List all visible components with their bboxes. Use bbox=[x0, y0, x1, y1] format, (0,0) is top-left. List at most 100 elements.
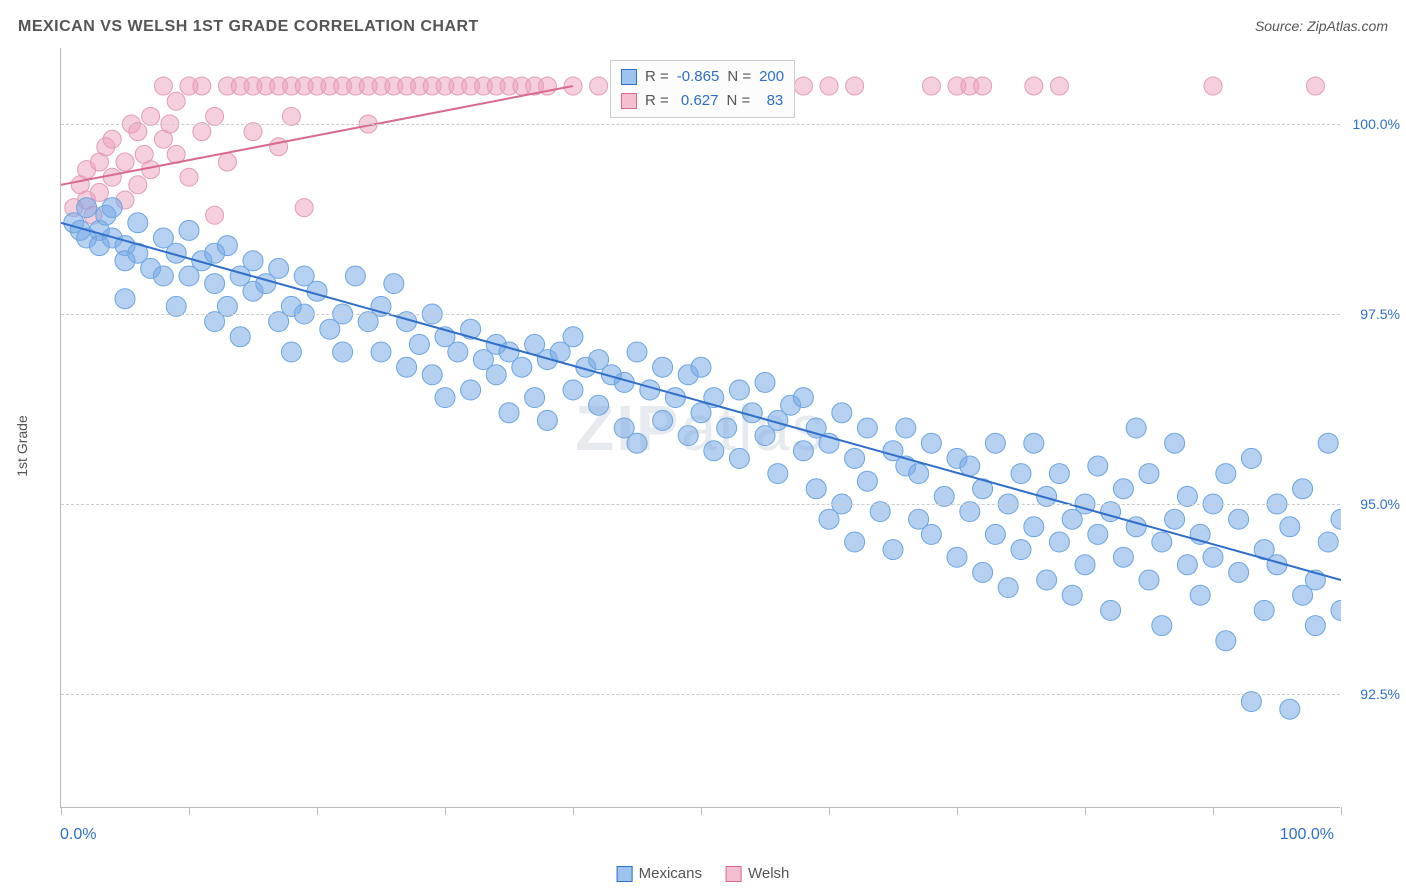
welsh-point bbox=[1050, 77, 1068, 95]
welsh-point bbox=[820, 77, 838, 95]
mexicans-point bbox=[998, 578, 1018, 598]
x-axis-max-label: 100.0% bbox=[1280, 826, 1334, 844]
gridline bbox=[61, 694, 1340, 695]
x-tick-mark bbox=[573, 807, 574, 815]
x-tick-mark bbox=[1341, 807, 1342, 815]
mexicans-point bbox=[857, 418, 877, 438]
mexicans-point bbox=[371, 342, 391, 362]
mexicans-point bbox=[627, 433, 647, 453]
chart-title: MEXICAN VS WELSH 1ST GRADE CORRELATION C… bbox=[18, 18, 479, 36]
n-label: N = bbox=[726, 89, 750, 113]
gridline bbox=[61, 314, 1340, 315]
mexicans-point bbox=[1241, 448, 1261, 468]
x-tick-mark bbox=[829, 807, 830, 815]
mexicans-point bbox=[512, 357, 532, 377]
mexicans-point bbox=[345, 266, 365, 286]
mexicans-point bbox=[729, 380, 749, 400]
mexicans-point bbox=[205, 274, 225, 294]
mexicans-point bbox=[230, 327, 250, 347]
mexicans-point bbox=[793, 388, 813, 408]
mexicans-point bbox=[422, 365, 442, 385]
legend-label-mexicans: Mexicans bbox=[639, 865, 702, 882]
legend-item-mexicans: Mexicans bbox=[617, 865, 702, 882]
mexicans-point bbox=[397, 357, 417, 377]
x-tick-mark bbox=[61, 807, 62, 815]
mexicans-point bbox=[1318, 532, 1338, 552]
mexicans-point bbox=[409, 334, 429, 354]
mexicans-point bbox=[281, 342, 301, 362]
mexicans-point bbox=[704, 441, 724, 461]
mexicans-point bbox=[537, 410, 557, 430]
legend-item-welsh: Welsh bbox=[726, 865, 789, 882]
legend-top-row-1: R = 0.627 N = 83 bbox=[621, 89, 784, 113]
mexicans-point bbox=[563, 327, 583, 347]
welsh-point bbox=[244, 123, 262, 141]
mexicans-point bbox=[653, 357, 673, 377]
mexicans-point bbox=[1152, 532, 1172, 552]
mexicans-point bbox=[499, 403, 519, 423]
mexicans-point bbox=[793, 441, 813, 461]
mexicans-point bbox=[1011, 540, 1031, 560]
n-label: N = bbox=[727, 65, 751, 89]
mexicans-point bbox=[1280, 699, 1300, 719]
mexicans-point bbox=[1254, 600, 1274, 620]
mexicans-point bbox=[1024, 517, 1044, 537]
welsh-point bbox=[590, 77, 608, 95]
x-tick-mark bbox=[445, 807, 446, 815]
welsh-point bbox=[1025, 77, 1043, 95]
mexicans-trendline bbox=[61, 223, 1341, 580]
welsh-point bbox=[103, 130, 121, 148]
legend-top-row-0: R = -0.865 N = 200 bbox=[621, 65, 784, 89]
welsh-point bbox=[794, 77, 812, 95]
welsh-point bbox=[295, 199, 313, 217]
mexicans-point bbox=[755, 372, 775, 392]
mexicans-point bbox=[1113, 547, 1133, 567]
legend-top: R = -0.865 N = 200 R = 0.627 N = 83 bbox=[610, 60, 795, 118]
mexicans-point bbox=[1049, 532, 1069, 552]
x-tick-mark bbox=[957, 807, 958, 815]
mexicans-point bbox=[1152, 616, 1172, 636]
mexicans-point bbox=[115, 289, 135, 309]
mexicans-point bbox=[1037, 570, 1057, 590]
welsh-point bbox=[90, 183, 108, 201]
welsh-point bbox=[129, 123, 147, 141]
mexicans-point bbox=[1088, 524, 1108, 544]
y-tick-label: 97.5% bbox=[1345, 306, 1400, 322]
mexicans-point bbox=[1165, 433, 1185, 453]
mexicans-point bbox=[179, 220, 199, 240]
mexicans-point bbox=[1318, 433, 1338, 453]
mexicans-point bbox=[525, 388, 545, 408]
mexicans-point bbox=[973, 562, 993, 582]
mexicans-point bbox=[435, 388, 455, 408]
mexicans-point bbox=[128, 213, 148, 233]
x-tick-mark bbox=[189, 807, 190, 815]
r-value: 0.627 bbox=[677, 89, 719, 113]
mexicans-point bbox=[1190, 585, 1210, 605]
welsh-point bbox=[180, 168, 198, 186]
mexicans-point bbox=[1293, 479, 1313, 499]
plot-area: ZIPatlas 100.0%97.5%95.0%92.5% bbox=[60, 48, 1340, 808]
r-value: -0.865 bbox=[677, 65, 720, 89]
legend-bottom: Mexicans Welsh bbox=[617, 865, 790, 882]
mexicans-point bbox=[985, 433, 1005, 453]
r-label: R = bbox=[645, 89, 669, 113]
mexicans-point bbox=[947, 547, 967, 567]
n-value: 200 bbox=[759, 65, 784, 89]
mexicans-point bbox=[1229, 562, 1249, 582]
swatch-icon bbox=[621, 93, 637, 109]
mexicans-point bbox=[1024, 433, 1044, 453]
mexicans-point bbox=[1088, 456, 1108, 476]
mexicans-point bbox=[448, 342, 468, 362]
y-tick-label: 92.5% bbox=[1345, 686, 1400, 702]
mexicans-point bbox=[1229, 509, 1249, 529]
welsh-point bbox=[167, 92, 185, 110]
mexicans-point bbox=[845, 448, 865, 468]
welsh-point bbox=[142, 107, 160, 125]
mexicans-point bbox=[307, 281, 327, 301]
mexicans-point bbox=[1203, 547, 1223, 567]
mexicans-point bbox=[333, 342, 353, 362]
legend-label-welsh: Welsh bbox=[748, 865, 789, 882]
mexicans-point bbox=[1216, 464, 1236, 484]
mexicans-point bbox=[921, 524, 941, 544]
gridline bbox=[61, 504, 1340, 505]
